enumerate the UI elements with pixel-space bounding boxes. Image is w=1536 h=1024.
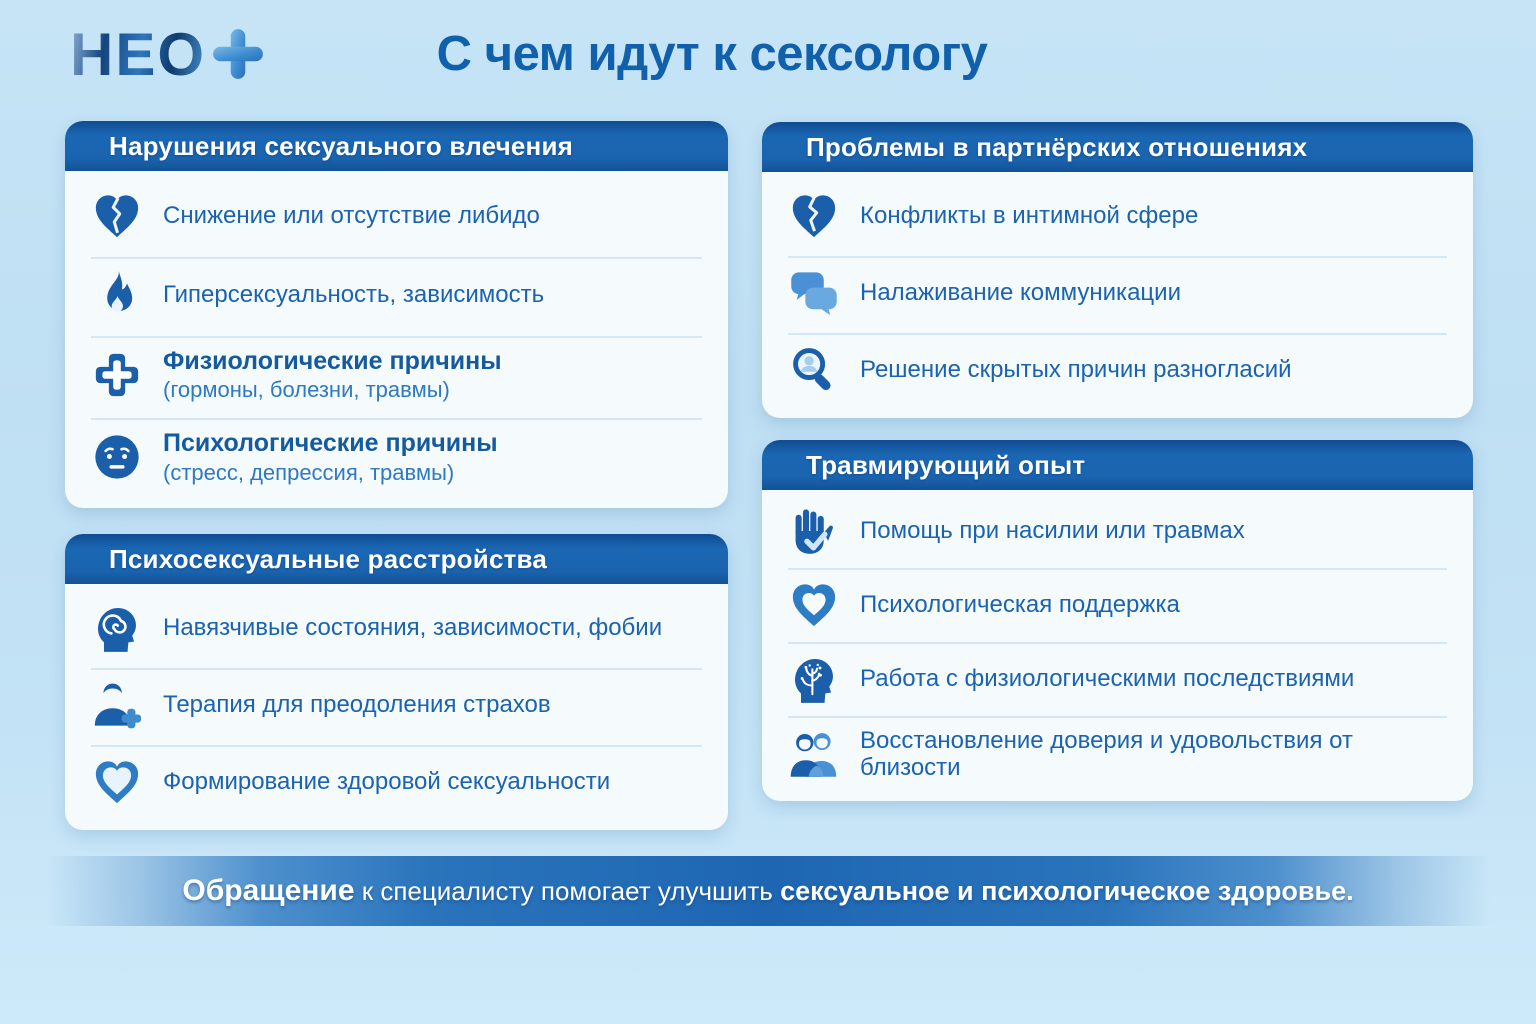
broken-heart-icon [792, 195, 836, 238]
item-sublabel: (гормоны, болезни, травмы) [163, 377, 450, 403]
list-item: Снижение или отсутствие либидо [91, 181, 702, 251]
card-sexual-desire-disorders: Нарушения сексуального влечения Снижение… [65, 121, 728, 508]
list-item: Терапия для преодоления страхов [91, 668, 702, 740]
list-item: Навязчивые состояния, зависимости, фобии [91, 593, 702, 663]
card-title: Травмирующий опыт [806, 449, 1086, 480]
logo-text: НЕО [70, 21, 207, 88]
page-title: С чем идут к сексологу [436, 27, 988, 81]
item-label: Психологические причины [163, 428, 498, 457]
flame-icon [107, 271, 133, 313]
logo-plus-icon [210, 26, 266, 87]
card-psychosexual-disorders: Психосексуальные расстройства Навязчивые… [65, 534, 728, 830]
broken-heart-icon [95, 195, 139, 238]
footer-banner-text: Обращение к специалисту помогает улучшит… [182, 874, 1353, 908]
list-item: Налаживание коммуникации [788, 256, 1447, 328]
chat-bubbles-icon [791, 272, 837, 316]
footer-lead-text: Обращение [182, 874, 355, 907]
card-traumatic-experience: Травмирующий опыт Помощь при насилии или… [762, 440, 1473, 801]
card-header: Психосексуальные расстройства [65, 534, 728, 584]
card-body: Снижение или отсутствие либидо Гиперсекс… [65, 171, 728, 508]
item-label: Налаживание коммуникации [860, 279, 1181, 307]
item-label: Помощь при насилии или травмах [860, 517, 1245, 545]
head-spiral-icon [98, 607, 136, 652]
item-label: Работа с физиологическими последствиями [860, 665, 1355, 693]
list-item: Гиперсексуальность, зависимость [91, 257, 702, 329]
item-label: Психологическая поддержка [860, 591, 1180, 619]
list-item: Психологическая поддержка [788, 567, 1447, 640]
item-label: Снижение или отсутствие либидо [163, 202, 540, 230]
item-label: Гиперсексуальность, зависимость [163, 280, 545, 308]
item-label: Физиологические причины [163, 346, 502, 375]
list-item: Помощь при насилии или травмах [788, 496, 1447, 566]
list-item: Восстановление доверия и удовольствия от… [788, 715, 1447, 791]
card-title: Психосексуальные расстройства [109, 543, 548, 574]
card-body: Конфликты в интимной сфере Налаживание к… [762, 172, 1473, 418]
item-sublabel: (стресс, депрессия, травмы) [163, 459, 455, 485]
item-label: Терапия для преодоления страхов [163, 691, 551, 719]
couple-icon [790, 733, 837, 778]
card-header: Нарушения сексуального влечения [65, 121, 728, 171]
list-item: Решение скрытых причин разногласий [788, 333, 1447, 405]
list-item: Работа с физиологическими последствиями [788, 641, 1447, 714]
card-title: Проблемы в партнёрских отношениях [806, 131, 1308, 162]
list-item: Физиологические причины (гормоны, болезн… [91, 335, 702, 412]
item-label: Восстановление доверия и удовольствия от… [860, 726, 1353, 782]
item-label: Формирование здоровой сексуальности [163, 768, 611, 796]
medical-cross-icon [95, 353, 139, 396]
raised-hand-icon [795, 509, 833, 554]
card-header: Травмирующий опыт [762, 440, 1473, 490]
person-plus-icon [94, 683, 142, 729]
footer-banner: Обращение к специалисту помогает улучшит… [0, 856, 1536, 926]
card-body: Помощь при насилии или травмах Психологи… [762, 490, 1473, 801]
item-label: Конфликты в интимной сфере [860, 202, 1199, 230]
list-item: Формирование здоровой сексуальности [91, 745, 702, 817]
card-header: Проблемы в партнёрских отношениях [762, 122, 1473, 172]
card-partner-relationship-problems: Проблемы в партнёрских отношениях Конфли… [762, 122, 1473, 418]
item-label: Решение скрытых причин разногласий [860, 356, 1292, 384]
item-label: Навязчивые состояния, зависимости, фобии [163, 614, 663, 642]
worried-face-icon [95, 435, 139, 479]
magnifier-head-icon [793, 348, 831, 391]
footer-emphasis-text: сексуальное и психологическое здоровье. [780, 876, 1354, 906]
list-item: Психологические причины (стресс, депресс… [91, 417, 702, 494]
head-tree-icon [795, 658, 833, 703]
card-title: Нарушения сексуального влечения [109, 130, 573, 161]
footer-middle-text: к специалисту помогает улучшить [354, 876, 781, 906]
card-body: Навязчивые состояния, зависимости, фобии… [65, 584, 728, 830]
list-item: Конфликты в интимной сфере [788, 181, 1447, 251]
heart-icon [95, 761, 139, 804]
heart-in-heart-icon [792, 584, 836, 627]
logo: НЕО [70, 20, 266, 89]
